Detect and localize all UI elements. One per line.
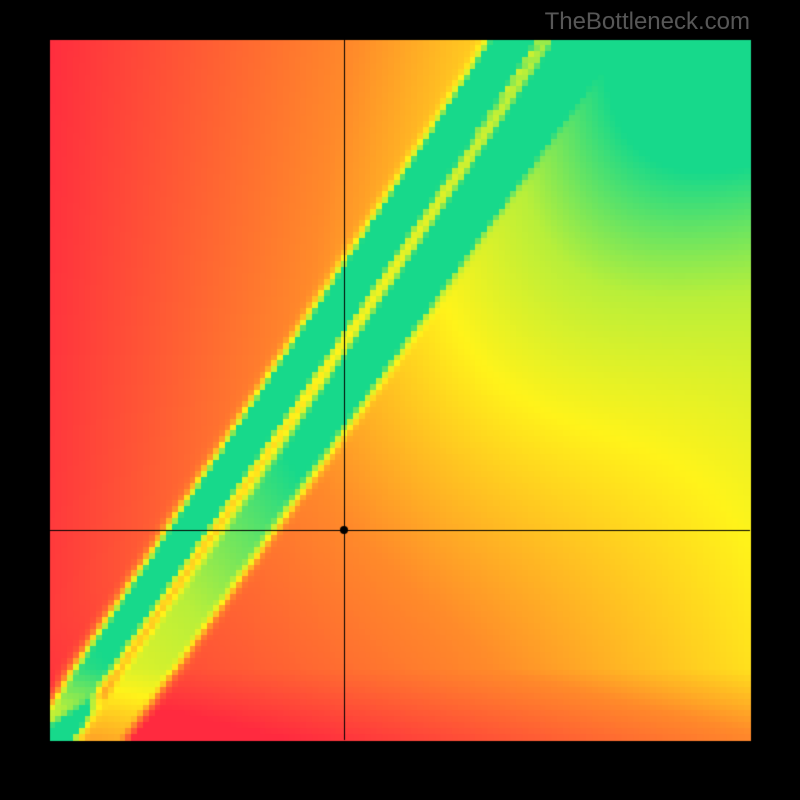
heatmap-canvas: [0, 0, 800, 800]
watermark-text: TheBottleneck.com: [545, 8, 750, 36]
chart-container: TheBottleneck.com: [0, 0, 800, 800]
